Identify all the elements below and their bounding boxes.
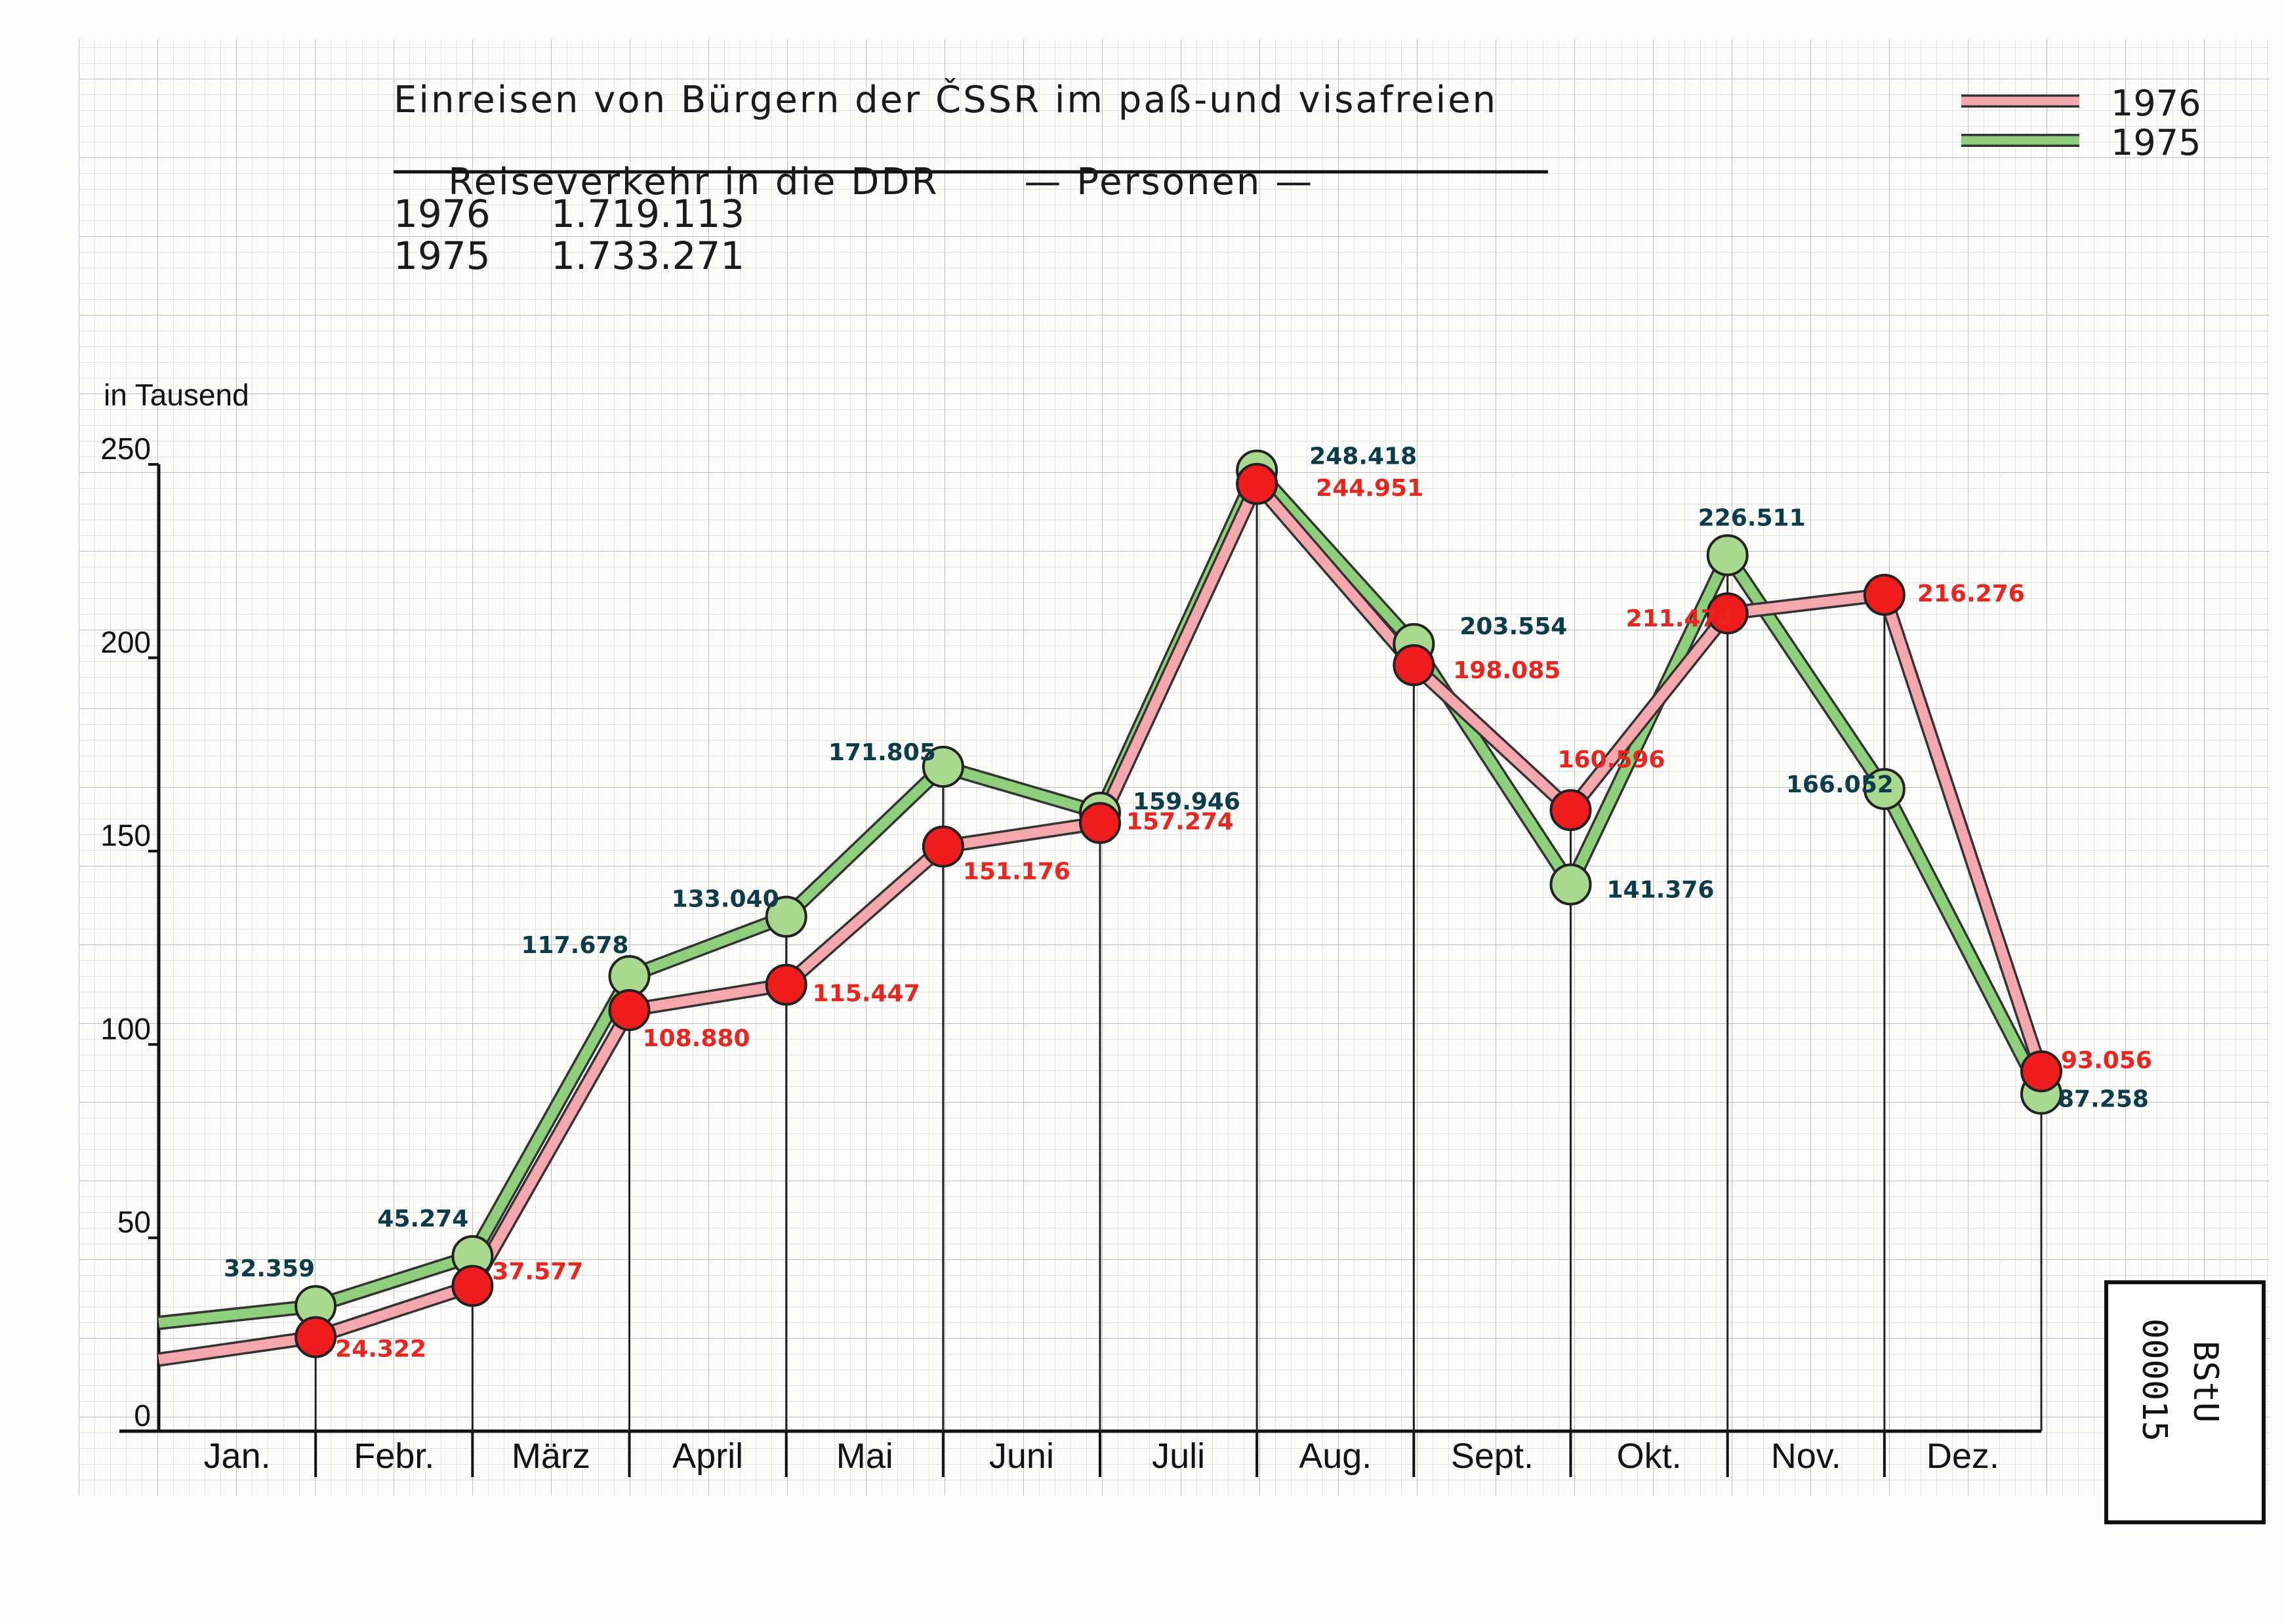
data-label-1975: 32.359 bbox=[224, 1255, 315, 1282]
x-tick-label: Juli bbox=[1152, 1436, 1205, 1476]
grid-major bbox=[79, 39, 2270, 1495]
chart-title-suffix: — Personen — bbox=[1024, 161, 1315, 203]
x-tick-label: Aug. bbox=[1299, 1436, 1372, 1476]
x-tick-label: März bbox=[512, 1436, 590, 1476]
chart-title-line2: Reiseverkehr in die DDR — Personen — bbox=[394, 118, 1314, 246]
data-label-1976: 211.474 bbox=[1626, 605, 1734, 632]
data-point-1975 bbox=[1549, 863, 1592, 906]
y-tick-label: 200 bbox=[100, 625, 151, 659]
data-label-1975: 159.946 bbox=[1133, 788, 1240, 815]
data-label-1975: 87.258 bbox=[2058, 1086, 2149, 1113]
x-tick-label: Mai bbox=[836, 1436, 893, 1476]
y-tick-label: 150 bbox=[100, 819, 151, 853]
total-value: 1.733.271 bbox=[551, 233, 745, 278]
data-point-1975 bbox=[1706, 534, 1749, 577]
y-tick-label: 250 bbox=[100, 432, 151, 466]
data-point-1976 bbox=[295, 1316, 337, 1358]
data-point-1976 bbox=[1236, 462, 1278, 505]
data-label-1976: 115.447 bbox=[813, 980, 920, 1007]
x-tick-label: Okt. bbox=[1617, 1436, 1682, 1476]
data-label-1975: 141.376 bbox=[1607, 876, 1715, 903]
x-tick-label: Sept. bbox=[1451, 1436, 1534, 1476]
data-point-1976 bbox=[451, 1265, 494, 1307]
y-tick-label: 100 bbox=[100, 1011, 151, 1045]
archive-stamp: BStU 000015 bbox=[2104, 1280, 2266, 1524]
data-label-1976: 37.577 bbox=[492, 1258, 583, 1285]
data-label-1976: 151.176 bbox=[963, 859, 1071, 885]
x-tick-label: Febr. bbox=[354, 1436, 434, 1476]
x-tick-label: Dez. bbox=[1927, 1436, 1999, 1476]
data-label-1975: 45.274 bbox=[377, 1206, 468, 1232]
data-point-1976 bbox=[1079, 802, 1121, 844]
data-label-1976: 216.276 bbox=[1917, 580, 2025, 607]
total-year: 1975 bbox=[394, 233, 491, 278]
chart-title-line1: Einreisen von Bürgern der ČSSR im paß-un… bbox=[394, 79, 1498, 121]
total-value: 1.719.113 bbox=[551, 192, 745, 236]
data-point-1976 bbox=[765, 964, 807, 1006]
data-label-1976: 198.085 bbox=[1453, 657, 1560, 684]
data-point-1976 bbox=[1863, 573, 1906, 616]
legend-label-1975: 1975 bbox=[2111, 122, 2201, 163]
data-label-1976: 108.880 bbox=[643, 1025, 750, 1052]
data-label-1975: 133.040 bbox=[672, 886, 779, 913]
data-point-1975 bbox=[765, 895, 807, 938]
data-label-1976: 24.322 bbox=[335, 1336, 426, 1363]
total-year: 1976 bbox=[394, 192, 491, 236]
stamp-line2: 000015 bbox=[2134, 1318, 2174, 1442]
data-point-1976 bbox=[2020, 1050, 2062, 1093]
data-label-1975: 171.805 bbox=[828, 739, 936, 766]
data-label-1975: 117.678 bbox=[521, 932, 629, 959]
x-tick-label: April bbox=[672, 1436, 743, 1476]
data-label-1976: 160.596 bbox=[1558, 746, 1665, 773]
data-label-1975: 226.511 bbox=[1698, 504, 1806, 531]
x-tick-label: Juni bbox=[989, 1436, 1054, 1476]
data-point-1976 bbox=[1706, 592, 1749, 635]
legend-label-1976: 1976 bbox=[2111, 83, 2201, 124]
x-tick-label: Nov. bbox=[1771, 1436, 1841, 1476]
stamp-line1: BStU bbox=[2186, 1341, 2225, 1423]
data-point-1976 bbox=[1549, 789, 1592, 832]
data-label-1976: 93.056 bbox=[2061, 1047, 2152, 1074]
total-row-1976: 1976 1.719.113 bbox=[394, 192, 744, 236]
y-tick-label: 0 bbox=[134, 1398, 151, 1432]
y-tick-label: 50 bbox=[117, 1205, 151, 1239]
data-label-1975: 203.554 bbox=[1459, 613, 1567, 640]
data-label-1976: 157.274 bbox=[1126, 809, 1234, 836]
data-point-1975 bbox=[922, 746, 964, 788]
data-point-1976 bbox=[608, 989, 651, 1032]
data-label-1976: 244.951 bbox=[1316, 475, 1423, 502]
data-point-1976 bbox=[1393, 644, 1435, 687]
data-point-1975 bbox=[1863, 767, 1906, 810]
total-row-1975: 1975 1.733.271 bbox=[394, 233, 744, 278]
x-tick-label: Jan. bbox=[204, 1436, 271, 1476]
chart-title-text: Reiseverkehr in die DDR bbox=[448, 161, 939, 203]
data-point-1976 bbox=[922, 825, 964, 868]
data-label-1975: 166.052 bbox=[1786, 771, 1894, 798]
data-label-1975: 248.418 bbox=[1309, 443, 1417, 470]
y-axis-label: in Tausend bbox=[104, 378, 249, 412]
